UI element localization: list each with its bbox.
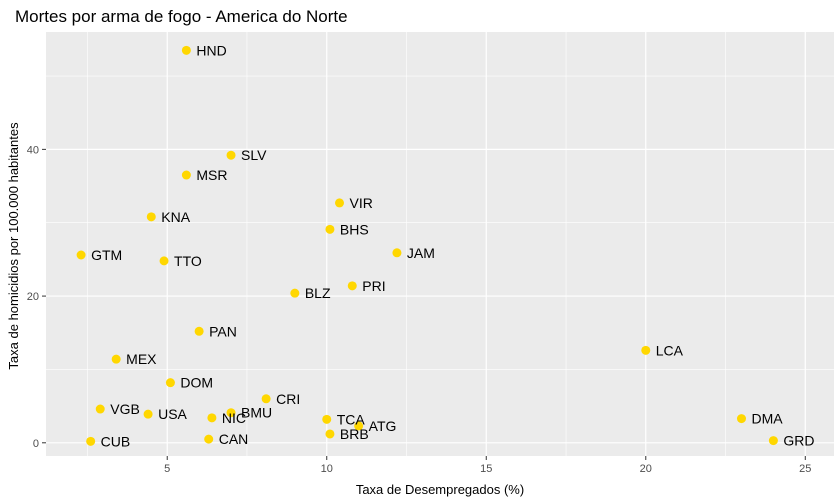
data-point-tca: [322, 414, 332, 424]
data-point-bmu: [226, 408, 236, 418]
point-label-slv: SLV: [241, 147, 267, 163]
data-point-msr: [181, 170, 191, 180]
data-point-jam: [392, 248, 402, 258]
data-point-tto: [159, 256, 169, 266]
point-label-dma: DMA: [751, 411, 783, 427]
point-label-cri: CRI: [276, 391, 300, 407]
point-label-kna: KNA: [161, 209, 190, 225]
point-label-can: CAN: [219, 431, 249, 447]
point-label-tca: TCA: [337, 411, 366, 427]
data-point-hnd: [181, 45, 191, 55]
chart-title: Mortes por arma de fogo - America do Nor…: [15, 7, 348, 26]
x-tick-label: 20: [640, 463, 652, 475]
point-label-dom: DOM: [180, 375, 213, 391]
x-axis-ticks: 5 10 15 20 25: [164, 456, 811, 475]
data-point-slv: [226, 150, 236, 160]
point-label-grd: GRD: [783, 433, 814, 449]
point-labels: HND SLV MSR VIR KNA BHS JAM GTM TTO PRI BLZ PAN LCA M…: [91, 42, 814, 449]
data-point-gtm: [76, 250, 86, 260]
point-label-usa: USA: [158, 406, 187, 422]
data-point-lca: [641, 345, 651, 355]
point-label-tto: TTO: [174, 253, 202, 269]
major-gridlines: [46, 32, 834, 456]
point-label-pri: PRI: [362, 278, 385, 294]
plot-panel: [46, 32, 834, 456]
data-point-usa: [143, 409, 153, 419]
point-label-nic: NIC: [222, 410, 246, 426]
point-label-brb: BRB: [340, 426, 369, 442]
y-tick-label: 0: [33, 438, 39, 450]
point-label-bmu: BMU: [241, 405, 272, 421]
data-point-brb: [325, 429, 335, 439]
data-point-dma: [736, 414, 746, 424]
point-label-atg: ATG: [369, 418, 397, 434]
point-label-mex: MEX: [126, 351, 157, 367]
data-point-can: [204, 434, 214, 444]
x-tick-label: 15: [480, 463, 492, 475]
data-point-vir: [335, 198, 345, 208]
y-axis-title: Taxa de homicidios por 100.000 habitante…: [6, 122, 21, 370]
point-label-vir: VIR: [350, 195, 373, 211]
data-point-mex: [111, 354, 121, 364]
point-label-pan: PAN: [209, 323, 237, 339]
data-point-pri: [347, 281, 357, 291]
point-label-msr: MSR: [196, 167, 227, 183]
data-point-blz: [290, 288, 300, 298]
data-point-nic: [207, 413, 217, 423]
data-point-vgb: [95, 404, 105, 414]
data-point-pan: [194, 326, 204, 336]
data-point-cub: [86, 436, 96, 446]
y-tick-label: 20: [27, 291, 39, 303]
data-point-grd: [768, 436, 778, 446]
point-label-vgb: VGB: [110, 401, 140, 417]
data-point-kna: [146, 212, 156, 222]
point-label-hnd: HND: [196, 42, 226, 58]
data-point-dom: [165, 378, 175, 388]
y-tick-label: 40: [27, 144, 39, 156]
point-label-lca: LCA: [656, 342, 684, 358]
point-label-bhs: BHS: [340, 221, 369, 237]
data-point-cri: [261, 394, 271, 404]
y-axis-ticks: 0 20 40: [27, 144, 46, 450]
point-label-gtm: GTM: [91, 247, 122, 263]
x-axis-title: Taxa de Desempregados (%): [356, 482, 524, 497]
data-point-atg: [354, 421, 364, 431]
point-label-blz: BLZ: [305, 285, 331, 301]
minor-gridlines: [46, 32, 834, 456]
x-tick-label: 5: [164, 463, 170, 475]
point-label-jam: JAM: [407, 245, 435, 261]
data-points: [76, 45, 778, 446]
point-label-cub: CUB: [101, 433, 131, 449]
x-tick-label: 25: [799, 463, 811, 475]
data-point-bhs: [325, 224, 335, 234]
x-tick-label: 10: [321, 463, 333, 475]
